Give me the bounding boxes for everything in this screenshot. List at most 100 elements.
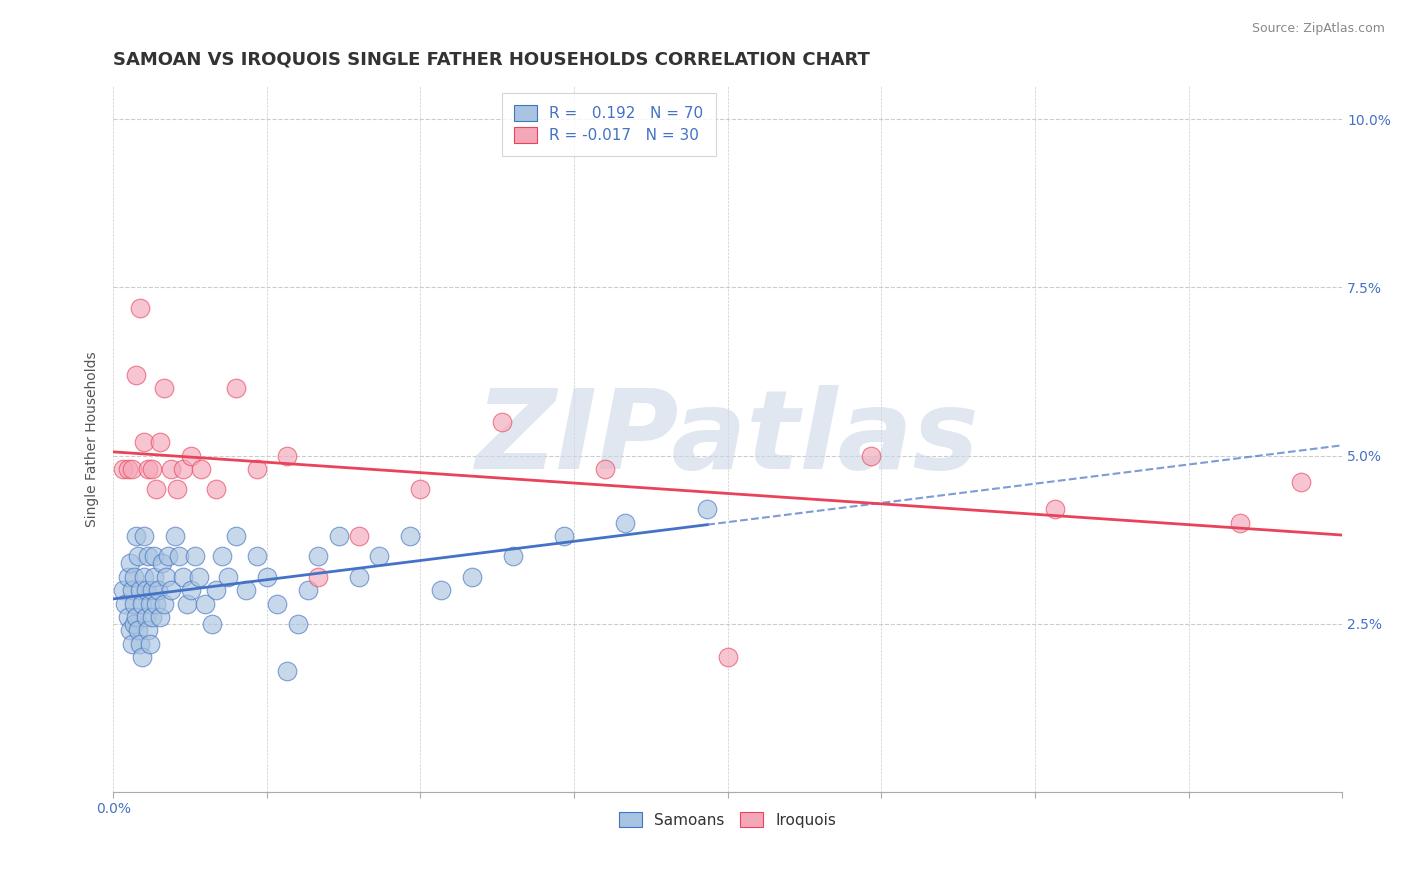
Point [266,597,288,611]
Point [145,597,167,611]
Point [502,549,524,564]
Point [256,569,278,583]
Point [245,549,267,564]
Point [409,482,432,496]
Point [143,569,166,583]
Point [141,610,163,624]
Point [163,529,186,543]
Point [204,583,226,598]
Point [347,569,370,583]
Point [121,583,143,598]
Point [204,482,226,496]
Point [180,583,202,598]
Point [125,368,148,382]
Point [276,664,298,678]
Point [166,482,188,496]
Point [153,381,176,395]
Point [136,462,159,476]
Point [139,597,162,611]
Point [184,549,207,564]
Point [127,624,149,638]
Legend: Samoans, Iroquois: Samoans, Iroquois [613,805,842,834]
Text: ZIPatlas: ZIPatlas [475,385,980,492]
Point [225,529,247,543]
Point [553,529,575,543]
Point [188,569,211,583]
Point [368,549,391,564]
Point [245,462,267,476]
Point [149,610,172,624]
Point [131,597,153,611]
Point [145,482,167,496]
Point [118,624,141,638]
Point [347,529,370,543]
Point [155,569,177,583]
Point [297,583,319,598]
Point [159,583,181,598]
Point [148,583,170,598]
Point [399,529,422,543]
Point [127,549,149,564]
Point [614,516,637,530]
Point [307,549,329,564]
Point [128,637,150,651]
Point [139,637,162,651]
Point [128,301,150,315]
Point [217,569,239,583]
Point [117,569,139,583]
Point [136,549,159,564]
Point [180,449,202,463]
Point [717,650,740,665]
Point [235,583,257,598]
Point [121,462,143,476]
Point [136,624,159,638]
Point [157,549,180,564]
Point [696,502,718,516]
Point [167,549,190,564]
Point [276,449,298,463]
Point [176,597,198,611]
Point [328,529,350,543]
Point [141,462,163,476]
Text: Source: ZipAtlas.com: Source: ZipAtlas.com [1251,22,1385,36]
Point [112,462,135,476]
Point [143,549,166,564]
Point [190,462,212,476]
Point [132,435,155,450]
Point [1291,475,1313,490]
Point [430,583,453,598]
Text: SAMOAN VS IROQUOIS SINGLE FATHER HOUSEHOLDS CORRELATION CHART: SAMOAN VS IROQUOIS SINGLE FATHER HOUSEHO… [114,51,870,69]
Point [150,556,173,570]
Point [149,435,172,450]
Point [153,597,176,611]
Point [132,529,155,543]
Point [122,569,145,583]
Point [460,569,482,583]
Point [211,549,233,564]
Point [117,610,139,624]
Point [135,610,157,624]
Point [135,583,157,598]
Point [141,583,163,598]
Point [122,597,145,611]
Point [128,583,150,598]
Point [860,449,883,463]
Point [1229,516,1251,530]
Point [125,610,148,624]
Point [491,415,513,429]
Point [194,597,217,611]
Point [114,597,136,611]
Point [131,650,153,665]
Point [172,569,194,583]
Point [125,529,148,543]
Point [593,462,616,476]
Point [159,462,181,476]
Point [118,556,141,570]
Point [132,569,155,583]
Point [225,381,247,395]
Point [121,637,143,651]
Point [122,616,145,631]
Point [200,616,222,631]
Point [172,462,194,476]
Point [112,583,135,598]
